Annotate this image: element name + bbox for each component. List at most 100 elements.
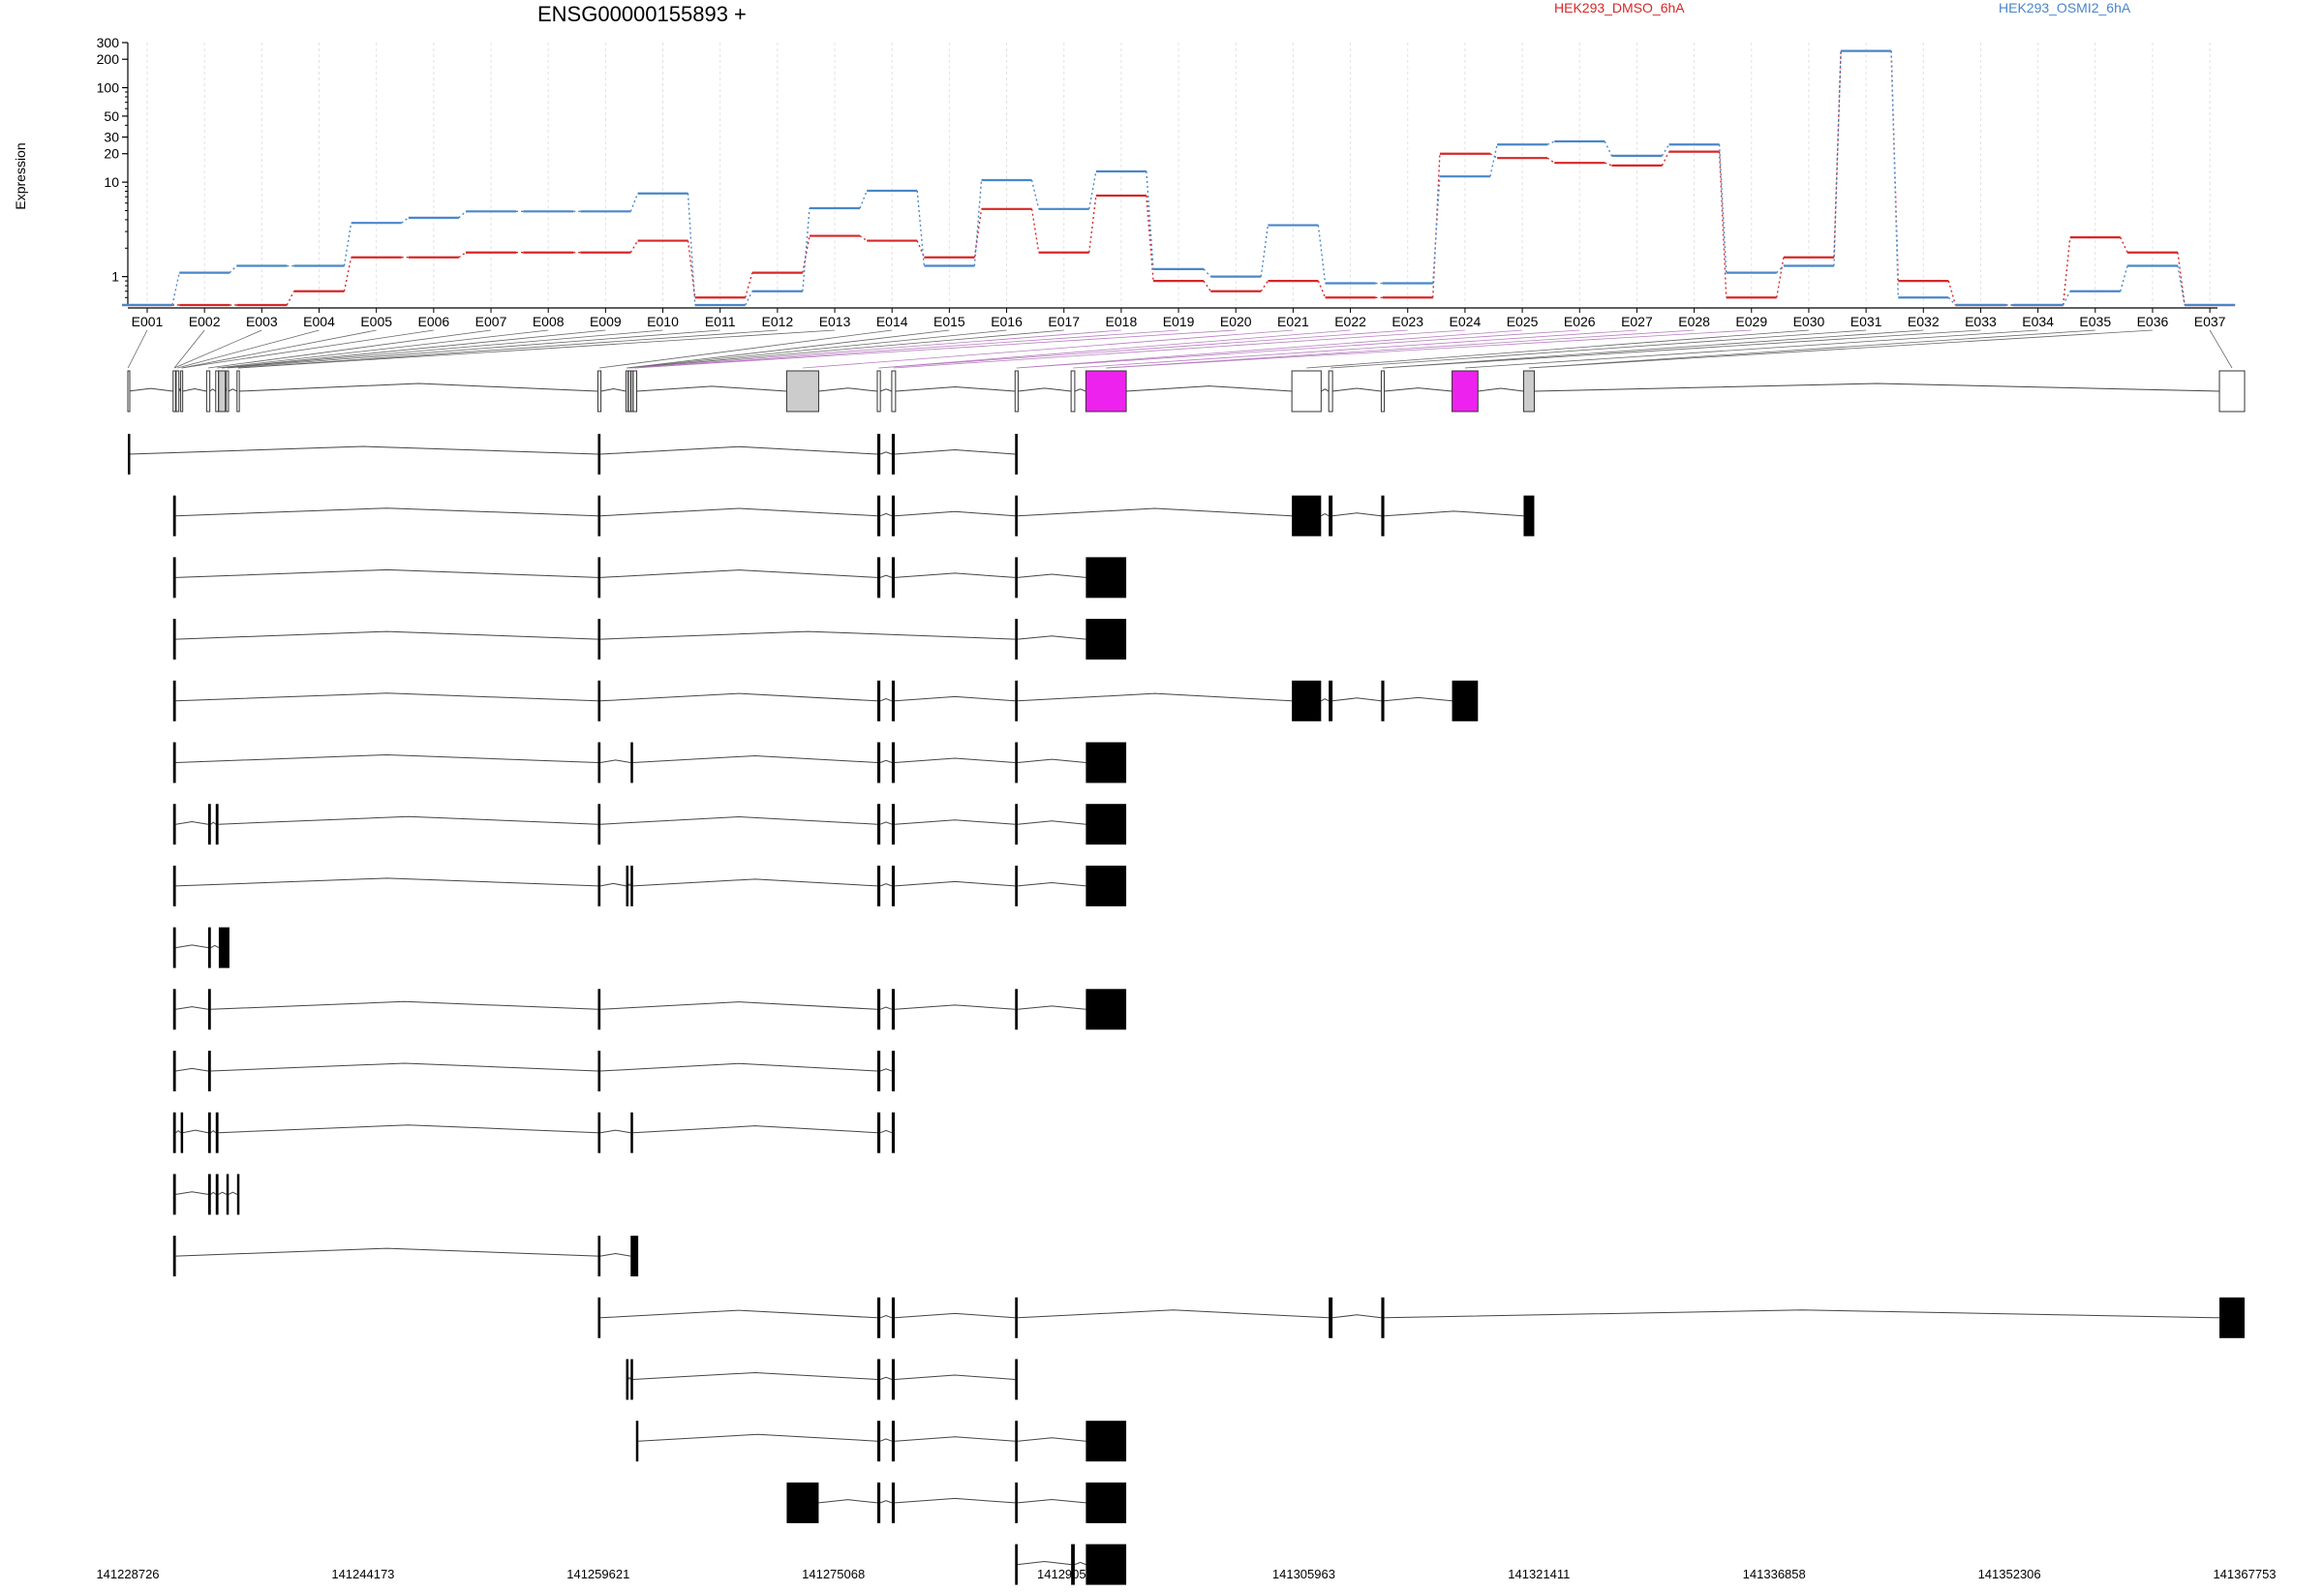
- legend-entry-osmi2: HEK293_OSMI2_6hA: [1999, 0, 2131, 15]
- series-connector: [1032, 180, 1039, 209]
- transcript-track: [173, 928, 229, 968]
- series-connector: [402, 218, 409, 223]
- series-connector: [2121, 266, 2127, 291]
- series-connector: [459, 253, 466, 258]
- intron: [880, 452, 892, 454]
- intron: [1018, 508, 1292, 516]
- transcript-exon: [1381, 496, 1384, 536]
- exon-bin-E021: [1292, 371, 1321, 412]
- series-connector: [2064, 237, 2070, 305]
- intron: [633, 879, 877, 886]
- series-connector: [1433, 154, 1440, 298]
- intron: [211, 945, 219, 947]
- intron: [183, 1130, 208, 1133]
- transcript-exon: [597, 989, 600, 1029]
- transcript-exon: [173, 866, 176, 906]
- series-connector: [1261, 281, 1268, 291]
- exon-bin-E017: [892, 371, 896, 412]
- transcript-track: [173, 1113, 895, 1153]
- transcript-exon: [208, 804, 211, 844]
- intron: [880, 513, 892, 515]
- x-tick-label: E009: [590, 314, 622, 329]
- intron: [600, 760, 630, 763]
- transcript-exon: [597, 1113, 600, 1153]
- intron: [880, 1501, 892, 1503]
- transcript-exon: [627, 866, 629, 906]
- x-tick-label: E014: [876, 314, 908, 329]
- transcript-exon: [237, 1174, 240, 1214]
- y-tick-label: 200: [97, 51, 120, 67]
- exon-bin-E010: [597, 371, 600, 412]
- series-connector: [630, 194, 637, 212]
- exon-bin-E020: [1086, 371, 1126, 412]
- transcript-exon: [1292, 496, 1321, 536]
- transcript-exon: [1381, 681, 1384, 721]
- intron: [818, 1500, 877, 1503]
- series-connector: [746, 291, 752, 305]
- coordinate-label: 141305963: [1272, 1567, 1335, 1581]
- intron: [880, 575, 892, 577]
- series-connector: [860, 191, 867, 208]
- intron: [880, 884, 892, 886]
- transcript-exon: [1086, 1483, 1126, 1523]
- transcript-exon: [173, 681, 176, 721]
- intron: [600, 1063, 877, 1071]
- transcript-exon: [877, 1360, 880, 1400]
- intron: [633, 1372, 877, 1379]
- intron: [176, 569, 598, 577]
- transcript-exon: [173, 557, 176, 597]
- intron: [211, 1131, 216, 1133]
- transcript-exon: [208, 1174, 211, 1214]
- intron: [880, 389, 892, 391]
- transcript-track: [636, 1421, 1126, 1461]
- exon-bin-E022: [1329, 371, 1332, 412]
- transcript-exon: [636, 1421, 639, 1461]
- transcript-exon: [892, 681, 895, 721]
- intron: [880, 760, 892, 762]
- y-tick-label: 50: [104, 108, 119, 124]
- transcript-track: [597, 1298, 2245, 1338]
- y-tick-label: 10: [104, 174, 119, 190]
- intron: [1018, 636, 1086, 639]
- intron: [219, 1125, 598, 1133]
- intron: [210, 389, 216, 391]
- bin-connector: [217, 330, 548, 368]
- coordinate-label: 141244173: [331, 1567, 394, 1581]
- intron: [638, 1434, 877, 1441]
- transcript-track: [173, 989, 1126, 1029]
- transcript-track: [173, 1051, 895, 1091]
- transcript-exon: [877, 557, 880, 597]
- coordinate-label: 141275068: [802, 1567, 865, 1581]
- x-tick-label: E030: [1793, 314, 1825, 329]
- transcript-exon: [892, 434, 895, 475]
- transcript-exon: [173, 1051, 176, 1091]
- transcript-exon: [1015, 743, 1018, 783]
- transcript-exon: [892, 496, 895, 536]
- y-axis-label: Expression: [13, 142, 28, 209]
- x-tick-label: E023: [1391, 314, 1423, 329]
- transcript-exon: [630, 866, 633, 906]
- x-tick-label: E017: [1048, 314, 1080, 329]
- transcript-exon: [1015, 866, 1018, 906]
- transcript-exon: [892, 1113, 895, 1153]
- transcript-exon: [1452, 681, 1479, 721]
- intron: [637, 386, 787, 391]
- transcript-exon: [1015, 1360, 1018, 1400]
- series-connector: [1147, 196, 1153, 281]
- transcript-exon: [173, 1174, 176, 1214]
- intron: [211, 1001, 598, 1009]
- exon-bin-E007: [219, 371, 226, 412]
- series-connector: [1490, 154, 1497, 158]
- transcript-track: [627, 1360, 1018, 1400]
- transcript-exon: [877, 804, 880, 844]
- transcript-exon: [2219, 1298, 2245, 1338]
- intron: [229, 1192, 237, 1194]
- transcript-exon: [208, 1051, 211, 1091]
- transcript-exon: [877, 1483, 880, 1523]
- intron: [600, 631, 1015, 639]
- intron: [176, 755, 598, 763]
- transcript-exon: [630, 1236, 638, 1276]
- intron: [1385, 697, 1452, 700]
- intron: [600, 508, 877, 516]
